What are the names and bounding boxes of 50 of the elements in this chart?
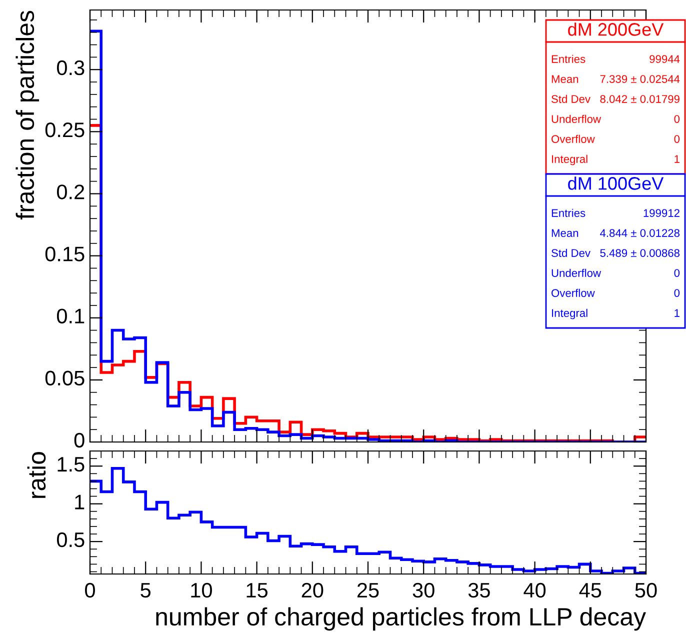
annotation: 7.339 ± 0.02544 xyxy=(600,75,680,83)
annotation: Mean xyxy=(552,75,578,83)
annotation: Underflow xyxy=(552,114,602,123)
y-tick-label: 0.05 xyxy=(45,370,84,386)
annotation: Integral xyxy=(552,308,588,320)
y-tick-label: 0.5 xyxy=(56,532,84,548)
annotation: Underflow xyxy=(552,268,602,277)
x-tick-label: 30 xyxy=(412,582,434,598)
y-axis-title: fraction of particles xyxy=(16,10,40,220)
text: 1 xyxy=(674,309,680,317)
annotation: Overflow xyxy=(552,134,595,143)
annotation: 5.489 ± 0.00868 xyxy=(600,249,680,257)
y-tick-label: 0.25 xyxy=(45,122,84,138)
x-tick-label: 15 xyxy=(246,583,268,598)
annotation: 8.042 ± 0.01799 xyxy=(600,95,680,103)
text: 0 xyxy=(674,269,680,277)
y-axis-title: ratio xyxy=(27,452,46,498)
x-tick-label: 45 xyxy=(579,583,602,598)
annotation: Std Dev xyxy=(552,94,590,103)
x-tick-label: 50 xyxy=(635,582,657,598)
text: 99944 xyxy=(650,55,680,63)
y-tick-label: 1 xyxy=(75,494,84,510)
y-tick-label: 0.15 xyxy=(45,246,84,262)
x-tick-label: 40 xyxy=(524,582,546,598)
y-tick-label: 0.1 xyxy=(56,308,84,324)
annotation: 4.844 ± 0.01228 xyxy=(600,229,680,237)
x-tick-label: 10 xyxy=(191,582,212,598)
text: 0 xyxy=(674,115,680,123)
text: 1 xyxy=(674,155,680,163)
x-axis-title: number of charged particles from LLP decay xyxy=(156,607,646,631)
text: dM 200GeV xyxy=(568,22,664,36)
annotation: Entries xyxy=(552,208,586,217)
y-tick-label: 0.2 xyxy=(56,184,84,200)
annotation: 199912 xyxy=(644,209,680,217)
y-tick-label: 0.3 xyxy=(56,60,84,76)
annotation: Overflow xyxy=(552,288,595,297)
y-tick-label: 0 xyxy=(74,432,84,448)
x-tick-label: 25 xyxy=(357,582,379,598)
x-tick-label: 5 xyxy=(140,583,151,598)
text: 0 xyxy=(674,135,680,143)
annotation: Integral xyxy=(552,154,588,166)
annotation: Mean xyxy=(552,229,578,237)
y-tick-label: 1.5 xyxy=(58,457,84,472)
annotation: Entries xyxy=(552,54,586,63)
x-tick-label: 0 xyxy=(85,582,95,598)
x-tick-label: 20 xyxy=(302,582,324,598)
x-tick-label: 35 xyxy=(468,582,490,598)
annotation: Std Dev xyxy=(552,248,590,257)
text: dM 100GeV xyxy=(568,176,664,190)
text: 0 xyxy=(674,289,680,297)
